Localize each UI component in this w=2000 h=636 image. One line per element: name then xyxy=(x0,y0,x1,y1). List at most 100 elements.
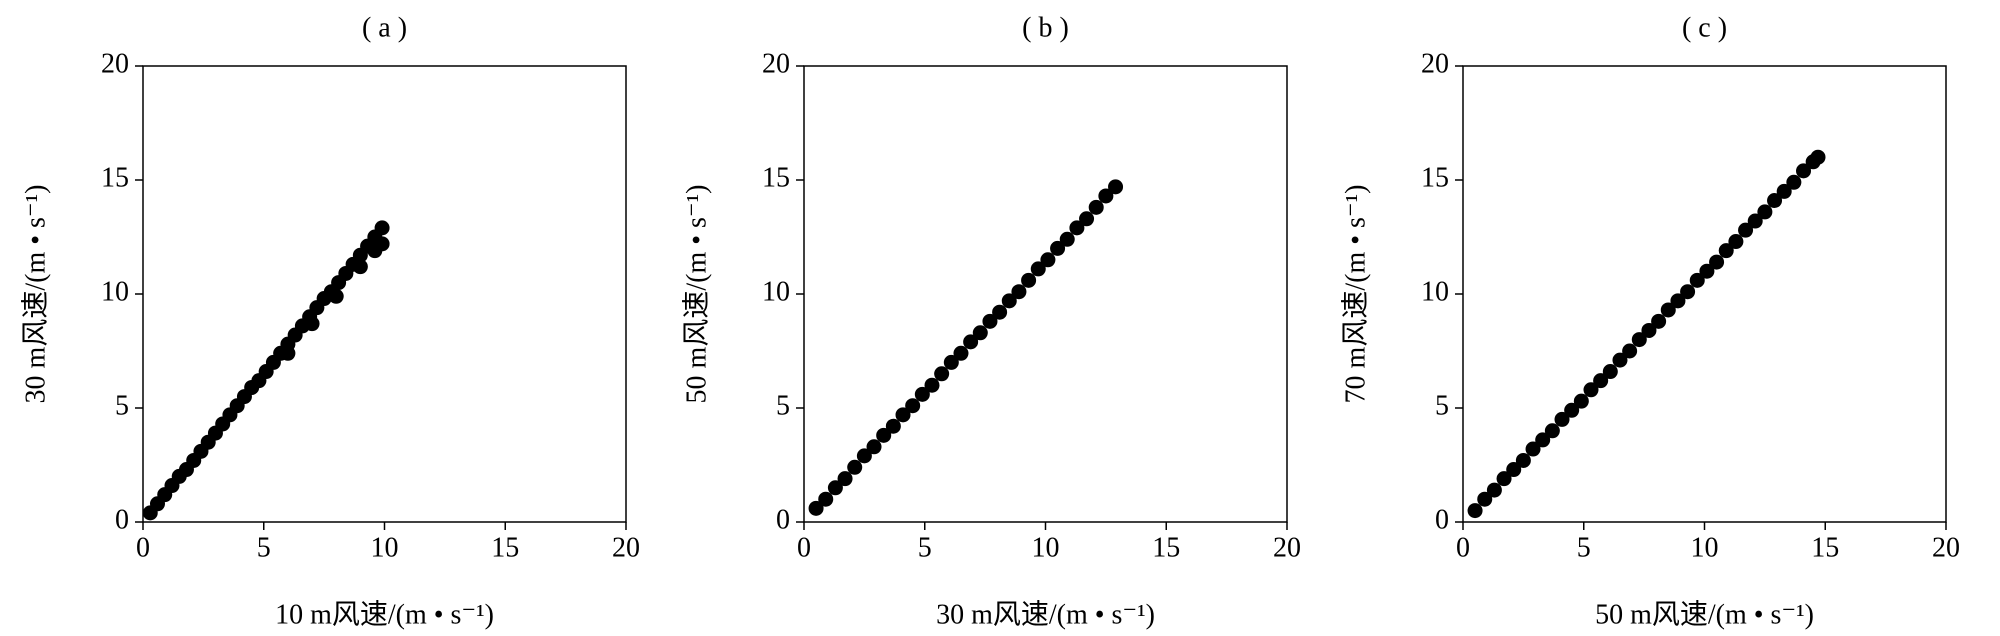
point xyxy=(1525,441,1541,457)
point xyxy=(374,220,390,236)
point xyxy=(1689,272,1705,288)
point xyxy=(856,448,872,464)
point xyxy=(1612,352,1628,368)
point xyxy=(1573,393,1589,409)
point xyxy=(1709,254,1725,270)
y-axis-label: 70 m风速/(m • s⁻¹) xyxy=(1340,185,1371,404)
point xyxy=(280,345,296,361)
y-tick-label: 5 xyxy=(115,390,129,421)
point xyxy=(1796,163,1812,179)
point xyxy=(866,439,882,455)
point xyxy=(1651,313,1667,329)
x-tick-label: 0 xyxy=(797,532,811,563)
point xyxy=(1680,284,1696,300)
point xyxy=(1079,211,1095,227)
point xyxy=(1602,364,1618,380)
x-tick-label: 0 xyxy=(1456,532,1470,563)
y-tick-label: 20 xyxy=(762,48,790,79)
point xyxy=(895,407,911,423)
point xyxy=(1738,222,1754,238)
point xyxy=(1699,263,1715,279)
point xyxy=(808,500,824,516)
point xyxy=(1021,272,1037,288)
axes-frame xyxy=(142,65,627,523)
y-axis-label: 50 m风速/(m • s⁻¹) xyxy=(681,185,712,404)
x-tick-label: 5 xyxy=(257,532,271,563)
x-axis-label: 30 m风速/(m • s⁻¹) xyxy=(936,599,1155,630)
x-tick-label: 10 xyxy=(1691,532,1719,563)
x-tick-label: 15 xyxy=(491,532,519,563)
point xyxy=(905,398,921,414)
point xyxy=(1718,243,1734,259)
point xyxy=(1670,293,1686,309)
axes-frame xyxy=(1462,65,1947,523)
x-tick-label: 10 xyxy=(371,532,399,563)
point xyxy=(1593,373,1609,389)
point xyxy=(934,366,950,382)
y-tick-label: 0 xyxy=(1435,504,1449,535)
point xyxy=(1050,240,1066,256)
point xyxy=(1088,199,1104,215)
point xyxy=(304,316,320,332)
point xyxy=(992,304,1008,320)
point xyxy=(1554,411,1570,427)
y-tick-label: 0 xyxy=(776,504,790,535)
y-tick-label: 10 xyxy=(1421,276,1449,307)
point xyxy=(1564,402,1580,418)
y-tick-label: 5 xyxy=(1435,390,1449,421)
point xyxy=(374,236,390,252)
point xyxy=(1108,179,1124,195)
y-tick-label: 15 xyxy=(762,162,790,193)
point xyxy=(1767,193,1783,209)
point xyxy=(1641,322,1657,338)
point xyxy=(1544,423,1560,439)
x-tick-label: 10 xyxy=(1032,532,1060,563)
point xyxy=(1496,471,1512,487)
point xyxy=(1631,332,1647,348)
point xyxy=(1477,491,1493,507)
point xyxy=(1486,482,1502,498)
point xyxy=(1728,234,1744,250)
x-tick-label: 15 xyxy=(1811,532,1839,563)
x-tick-label: 0 xyxy=(136,532,150,563)
panel-title: ( b ) xyxy=(1022,12,1069,43)
point xyxy=(827,480,843,496)
point xyxy=(847,459,863,475)
point xyxy=(1622,343,1638,359)
panel-title: ( a ) xyxy=(362,12,407,43)
point xyxy=(1515,452,1531,468)
point xyxy=(1786,174,1802,190)
y-tick-label: 20 xyxy=(101,48,129,79)
point xyxy=(1776,183,1792,199)
x-tick-label: 15 xyxy=(1152,532,1180,563)
y-tick-label: 5 xyxy=(776,390,790,421)
point xyxy=(1757,204,1773,220)
point xyxy=(1030,261,1046,277)
x-tick-label: 20 xyxy=(1273,532,1301,563)
point xyxy=(1535,432,1551,448)
point xyxy=(328,288,344,304)
point xyxy=(1747,213,1763,229)
point xyxy=(1810,149,1826,165)
point xyxy=(963,334,979,350)
point xyxy=(1011,284,1027,300)
point xyxy=(972,325,988,341)
point xyxy=(982,313,998,329)
point xyxy=(914,386,930,402)
point xyxy=(1583,382,1599,398)
point xyxy=(837,471,853,487)
point xyxy=(1098,188,1114,204)
x-axis-label: 50 m风速/(m • s⁻¹) xyxy=(1595,599,1814,630)
y-tick-label: 10 xyxy=(762,276,790,307)
y-tick-label: 10 xyxy=(101,276,129,307)
point xyxy=(943,354,959,370)
panel-title: ( c ) xyxy=(1682,12,1727,43)
x-tick-label: 5 xyxy=(1577,532,1591,563)
y-tick-label: 0 xyxy=(115,504,129,535)
y-tick-label: 15 xyxy=(1421,162,1449,193)
point xyxy=(1040,252,1056,268)
point xyxy=(953,345,969,361)
point xyxy=(1506,462,1522,478)
x-tick-label: 20 xyxy=(612,532,640,563)
